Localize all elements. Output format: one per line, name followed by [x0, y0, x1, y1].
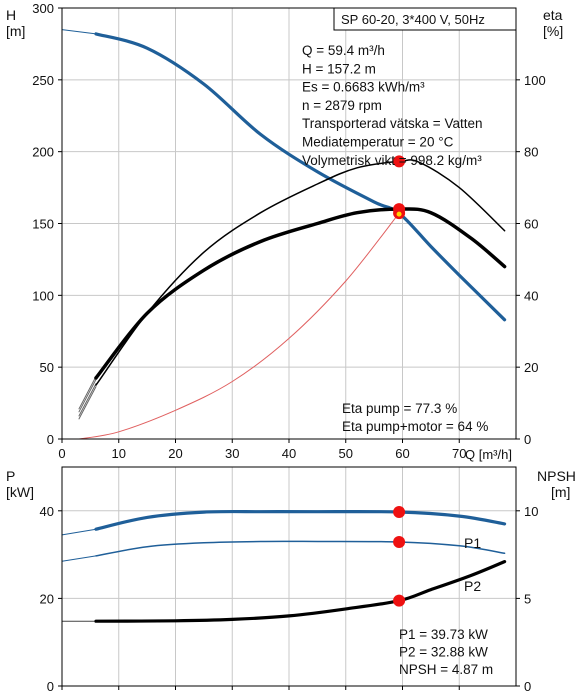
p2-curve: [95, 540, 506, 557]
x-tick-label: 70: [452, 446, 466, 461]
series-label-p2: P2: [464, 578, 481, 594]
y-left-tick-label: 50: [40, 360, 54, 375]
x-tick-label: 20: [168, 446, 182, 461]
eta-total-curve: [94, 207, 507, 380]
value-line: P2 = 32.88 kW: [399, 645, 488, 660]
chart-title: SP 60-20, 3*400 V, 50Hz: [341, 12, 485, 27]
y-left-tick-label: 0: [47, 679, 54, 694]
y-left-tick-label: 40: [40, 504, 54, 519]
y-left-axis-unit: [kW]: [6, 484, 34, 500]
y-left-axis-unit: [m]: [6, 23, 25, 39]
y-right-tick-label: 80: [524, 145, 538, 160]
y-right-tick-label: 40: [524, 288, 538, 303]
series-label-p1: P1: [464, 535, 481, 551]
x-tick-label: 50: [339, 446, 353, 461]
y-left-tick-label: 20: [40, 591, 54, 606]
eta-pump-curve-extension: [78, 383, 97, 417]
duty-point-marker: [393, 535, 406, 548]
npsh-curve: [94, 560, 507, 623]
y-right-tick-label: 60: [524, 217, 538, 232]
duty-point-marker: [393, 203, 406, 216]
y-left-tick-label: 150: [32, 217, 54, 232]
efficiency-line: Eta pump = 77.3 %: [342, 401, 457, 416]
info-line: Es = 0.6683 kWh/m³: [302, 80, 425, 95]
y-right-tick-label: 0: [524, 432, 531, 447]
x-tick-label: 30: [225, 446, 239, 461]
value-line: NPSH = 4.87 m: [399, 662, 493, 677]
qh-curve-extension: [61, 29, 97, 35]
y-right-axis-unit: [%]: [543, 23, 563, 39]
p2-curve-extension: [61, 555, 97, 562]
y-right-tick-label: 10: [524, 504, 538, 519]
eta-pump-curve-extension: [78, 386, 97, 420]
y-left-tick-label: 250: [32, 73, 54, 88]
y-right-tick-label: 0: [524, 679, 531, 694]
p1-curve-extension: [61, 528, 97, 536]
y-left-tick-label: 100: [32, 288, 54, 303]
eta-total-curve-extension: [78, 378, 97, 413]
info-line: Mediatemperatur = 20 °C: [302, 135, 454, 150]
y-left-axis-name: H: [6, 7, 16, 23]
x-tick-label: 60: [395, 446, 409, 461]
y-left-tick-label: 200: [32, 145, 54, 160]
qh-curve: [94, 32, 507, 322]
x-axis-label: Q [m³/h]: [465, 447, 512, 462]
y-left-axis-name: P: [6, 468, 15, 484]
p1-curve: [94, 509, 507, 531]
info-line: Volymetrisk vikt = 998.2 kg/m³: [302, 153, 482, 168]
info-line: Transporterad vätska = Vatten: [302, 116, 482, 131]
y-right-tick-label: 100: [524, 73, 546, 88]
y-right-tick-label: 5: [524, 591, 531, 606]
info-line: n = 2879 rpm: [302, 98, 382, 113]
duty-point-marker: [393, 155, 406, 168]
y-right-axis-unit: [m]: [551, 484, 570, 500]
x-tick-label: 10: [112, 446, 126, 461]
value-line: P1 = 39.73 kW: [399, 627, 488, 642]
y-right-tick-label: 20: [524, 360, 538, 375]
eta-pump-curve: [95, 159, 506, 386]
duty-point-marker: [393, 594, 406, 607]
info-line: H = 157.2 m: [302, 61, 376, 76]
duty-point-center: [396, 211, 402, 217]
y-right-axis-name: NPSH: [537, 468, 576, 484]
y-right-axis-name: eta: [543, 7, 563, 23]
info-line: Q = 59.4 m³/h: [302, 43, 385, 58]
title-box: [333, 7, 517, 31]
duty-point-marker: [393, 505, 406, 518]
x-tick-label: 40: [282, 446, 296, 461]
y-left-tick-label: 0: [47, 432, 54, 447]
y-left-tick-label: 300: [32, 1, 54, 16]
system-curve: [78, 212, 400, 440]
x-tick-label: 0: [58, 446, 65, 461]
efficiency-line: Eta pump+motor = 64 %: [342, 419, 488, 434]
eta-total-curve-extension: [78, 375, 97, 410]
